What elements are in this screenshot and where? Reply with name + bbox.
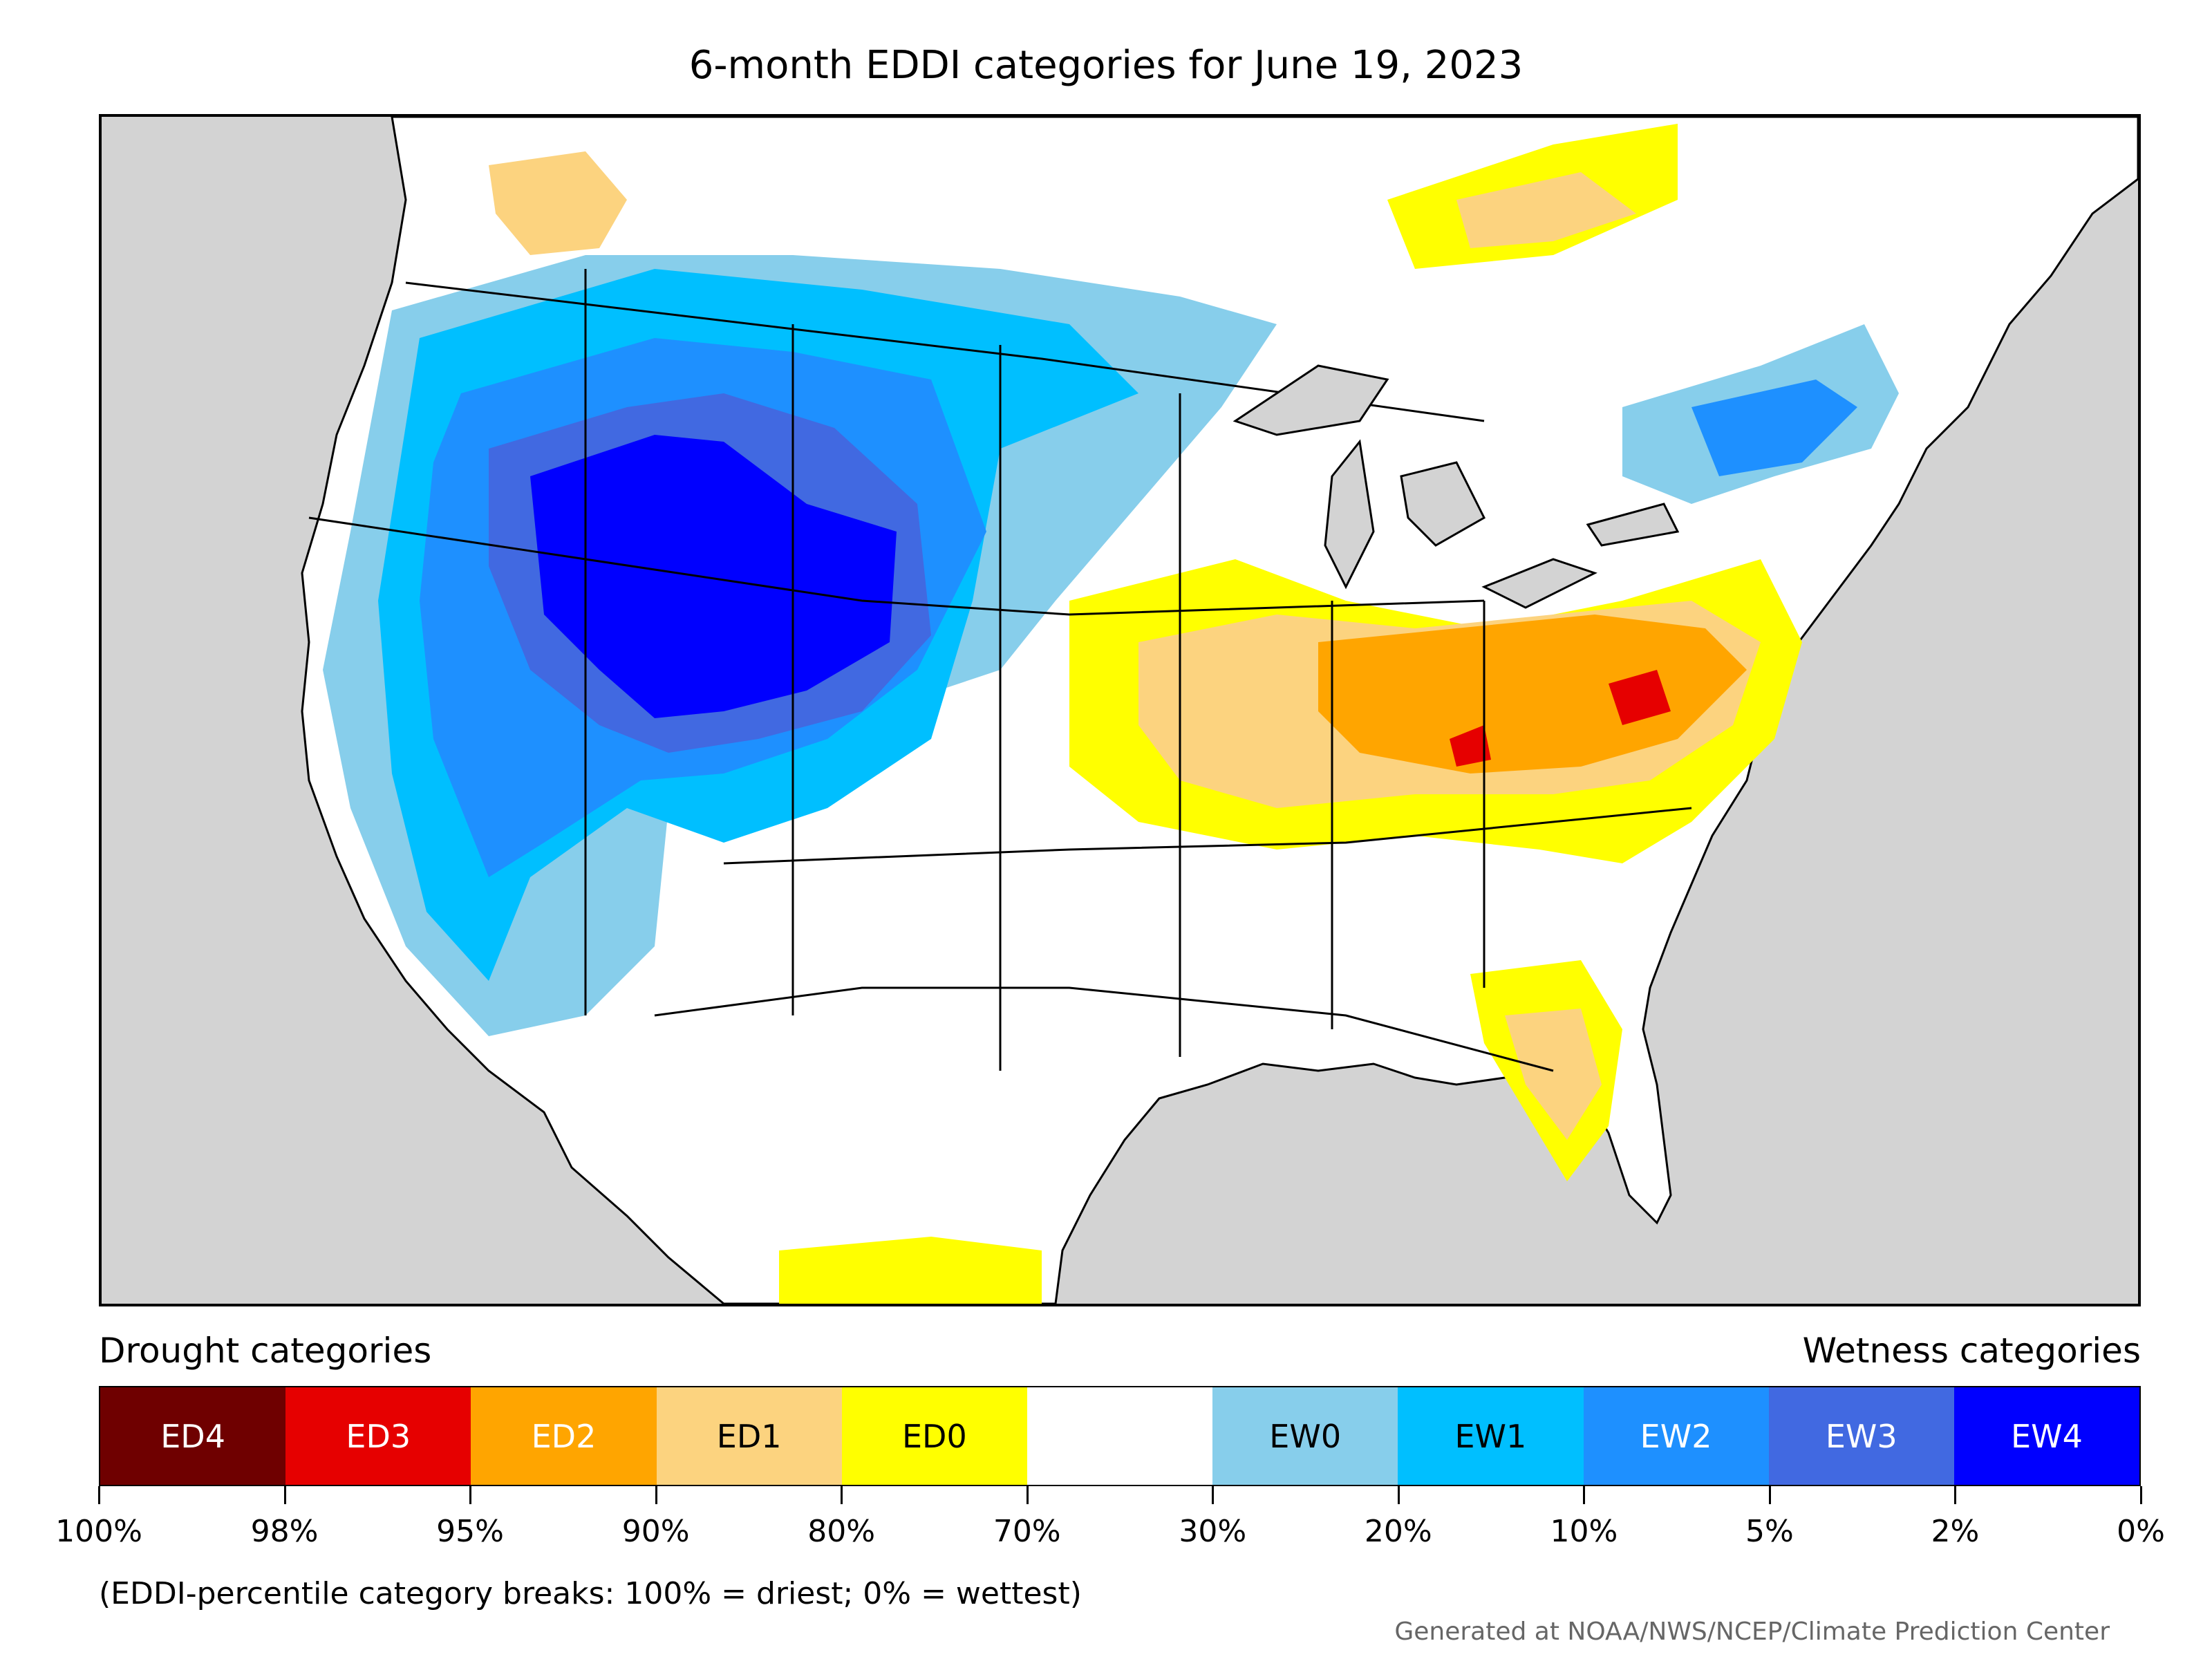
legend-cell-ed1: ED1 (656, 1387, 842, 1485)
legend-tick-label: 20% (1364, 1514, 1432, 1549)
legend-tick-label: 90% (621, 1514, 690, 1549)
legend-tick (841, 1486, 843, 1504)
legend-tick-label: 95% (436, 1514, 504, 1549)
legend-cell-ew3: EW3 (1768, 1387, 1954, 1485)
legend-tick (1954, 1486, 1957, 1504)
legend-cell-ew0: EW0 (1212, 1387, 1398, 1485)
legend-tick (2140, 1486, 2142, 1504)
legend-tick (98, 1486, 100, 1504)
legend-cell-ed3: ED3 (285, 1387, 471, 1485)
legend-tick-label: 0% (2117, 1514, 2165, 1549)
legend-tick-label: 2% (1931, 1514, 1980, 1549)
legend-tick (1768, 1486, 1771, 1504)
eddi-map (99, 114, 2141, 1306)
legend-tick (655, 1486, 657, 1504)
legend-tick (1397, 1486, 1400, 1504)
legend-cell-ed4: ED4 (100, 1387, 286, 1485)
map-title: 6-month EDDI categories for June 19, 202… (688, 43, 1524, 88)
wetness-areas (323, 255, 1899, 1036)
legend-tick-labels: 100% 98% 95% 90% 80% 70% 30% 20% 10% 5% 2% 0% (55, 1514, 2165, 1555)
legend-cell-ed2: ED2 (471, 1387, 657, 1485)
legend-tick (1026, 1486, 1029, 1504)
legend-tick (1212, 1486, 1215, 1504)
great-lakes (1232, 364, 1680, 609)
legend-tick (1583, 1486, 1586, 1504)
legend-cell-ew1: EW1 (1398, 1387, 1584, 1485)
wetness-heading: Wetness categories (1802, 1331, 2141, 1371)
legend-tick-label: 5% (1745, 1514, 1794, 1549)
legend-tick-label: 30% (1179, 1514, 1247, 1549)
category-note: (EDDI-percentile category breaks: 100% =… (99, 1576, 1082, 1611)
legend-colorbar: ED4 ED3 ED2 ED1 ED0 EW0 EW1 EW2 EW3 EW4 (99, 1386, 2141, 1486)
legend-tick (469, 1486, 472, 1504)
legend-cell-normal (1027, 1387, 1213, 1485)
legend-tick-label: 10% (1550, 1514, 1618, 1549)
legend-ticks (98, 1486, 2142, 1507)
legend-tick-label: 98% (250, 1514, 319, 1549)
legend-tick-label: 70% (993, 1514, 1061, 1549)
legend-tick-label: 100% (55, 1514, 142, 1549)
legend-cell-ew4: EW4 (1953, 1387, 2140, 1485)
legend-tick-label: 80% (807, 1514, 876, 1549)
drought-heading: Drought categories (99, 1331, 432, 1371)
boundaries (308, 269, 1692, 1072)
drought-areas (489, 124, 1802, 1304)
legend-cell-ed0: ED0 (841, 1387, 1027, 1485)
legend-cell-ew2: EW2 (1583, 1387, 1769, 1485)
legend-tick (283, 1486, 286, 1504)
credit-line: Generated at NOAA/NWS/NCEP/Climate Predi… (1394, 1618, 2110, 1646)
